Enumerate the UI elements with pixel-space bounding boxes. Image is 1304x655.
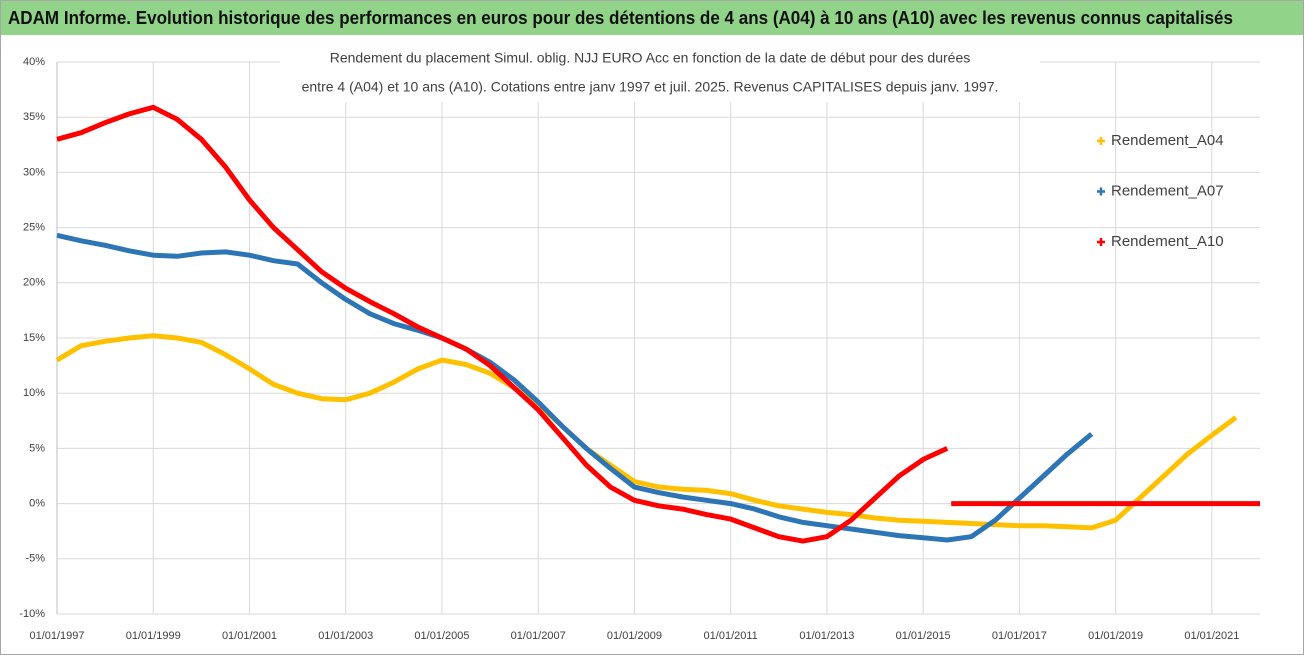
y-tick-label: -10% [19,608,45,620]
x-tick-label: 01/01/2021 [1184,630,1239,642]
x-tick-label: 01/01/2003 [318,630,373,642]
y-tick-label: 15% [23,332,45,344]
y-tick-label: 40% [23,56,45,68]
chart-title: ADAM Informe. Evolution historique des p… [8,8,1233,28]
y-tick-label: 10% [23,387,45,399]
y-tick-label: 0% [29,498,45,510]
x-tick-label: 01/01/2015 [896,630,951,642]
x-tick-label: 01/01/2017 [992,630,1047,642]
x-tick-label: 01/01/2001 [222,630,277,642]
grid: -10% -5% 0% 5% 10% 15% 20% 25% 30% 35% 40% 01/01/19… [19,56,1260,642]
series-line [55,333,1238,531]
x-tick-label: 01/01/1999 [126,630,181,642]
y-tick-label: -5% [25,553,45,565]
plot [55,104,1260,544]
legend-marker [1097,137,1105,145]
legend-label: Rendement_A07 [1111,182,1224,199]
subtitle-box [280,46,1040,102]
x-tick-label: 01/01/2013 [799,630,854,642]
legend-label: Rendement_A04 [1111,132,1224,149]
x-tick-label: 01/01/2005 [414,630,469,642]
subtitle: Rendement du placement Simul. oblig. NJJ… [330,50,971,66]
y-tick-label: 25% [23,222,45,234]
x-tick-label: 01/01/2007 [511,630,566,642]
y-tick-label: 5% [29,442,45,454]
legend-label: Rendement_A10 [1111,233,1224,250]
y-tick-label: 35% [23,111,45,123]
series-line [56,232,1094,543]
legend-marker [1097,187,1105,196]
series-line [56,104,1260,544]
x-tick-label: 01/01/1997 [29,630,84,642]
x-tick-label: 01/01/2019 [1088,630,1143,642]
x-tick-label: 01/01/2009 [607,630,662,642]
legend-marker [1097,238,1105,246]
y-tick-label: 30% [23,166,45,178]
title-banner [1,1,1303,35]
subtitle: entre 4 (A04) et 10 ans (A10). Cotations… [302,79,999,95]
y-tick-label: 20% [23,277,45,289]
x-tick-label: 01/01/2011 [704,630,758,642]
